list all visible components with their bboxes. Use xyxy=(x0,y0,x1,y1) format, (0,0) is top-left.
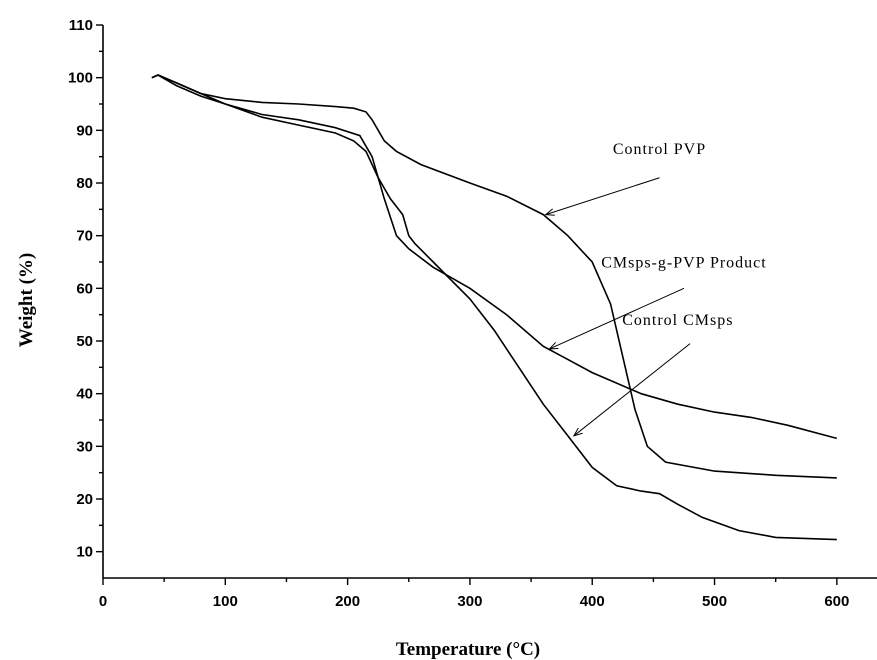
x-axis-title: Temperature (°C) xyxy=(396,639,540,660)
annotation-label-1: Control PVP xyxy=(613,141,706,158)
annotations: Control PVP CMsps-g-PVP Product Control CM… xyxy=(544,141,767,437)
axes: 0 100 200 300 400 500 600 10 20 30 40 50 60 70 80 90 100… xyxy=(68,17,877,610)
annotation-arrowhead-2 xyxy=(548,342,559,350)
y-tick-label: 70 xyxy=(76,228,93,245)
series-line-1 xyxy=(151,74,837,479)
x-tick-label: 400 xyxy=(580,593,605,610)
y-axis-title: Weight (%) xyxy=(16,253,37,347)
x-tick-label: 0 xyxy=(99,593,107,610)
x-tick-label: 600 xyxy=(824,593,849,610)
annotation-arrow-1 xyxy=(545,177,660,216)
series-group xyxy=(151,74,838,541)
y-tick-label: 50 xyxy=(76,333,93,350)
annotation-arrowhead-3 xyxy=(572,427,583,437)
y-tick-label: 80 xyxy=(76,175,93,192)
annotation-arrow-3 xyxy=(573,343,691,437)
y-tick-label: 10 xyxy=(76,544,93,561)
y-tick-label: 30 xyxy=(76,438,93,455)
y-tick-label: 40 xyxy=(76,386,93,403)
y-tick-label: 100 xyxy=(68,70,93,87)
x-tick-label: 500 xyxy=(702,593,727,610)
annotation-arrow-2 xyxy=(549,287,685,350)
y-tick-label: 60 xyxy=(76,280,93,297)
annotation-arrowhead-1 xyxy=(544,208,555,216)
y-tick-label: 20 xyxy=(76,491,93,508)
series-line-3 xyxy=(151,74,837,541)
y-tick-label: 110 xyxy=(69,17,93,34)
x-tick-label: 100 xyxy=(213,593,238,610)
x-tick-label: 200 xyxy=(335,593,360,610)
x-tick-label: 300 xyxy=(457,593,482,610)
y-tick-label: 90 xyxy=(76,122,93,139)
annotation-label-3: Control CMsps xyxy=(622,312,733,329)
annotation-label-2: CMsps-g-PVP Product xyxy=(601,254,767,271)
